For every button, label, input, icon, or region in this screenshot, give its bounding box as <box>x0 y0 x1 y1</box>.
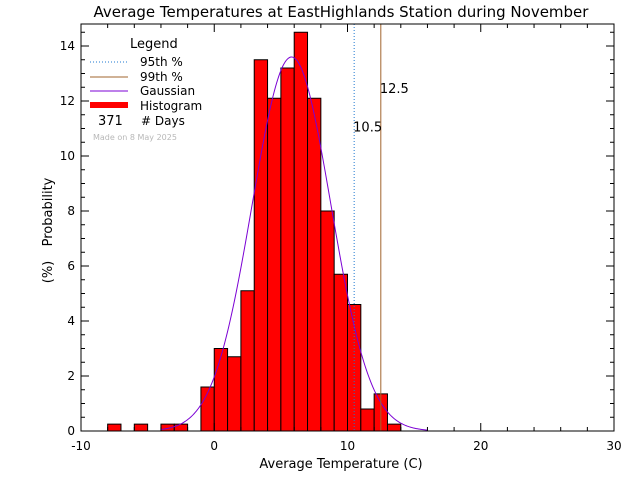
histogram-bar <box>227 356 242 432</box>
histogram-bar <box>333 273 348 432</box>
percentile-99-label: 12.5 <box>380 82 409 97</box>
legend-item-gaussian: Gaussian <box>140 84 195 98</box>
y-tick-label: 4 <box>67 314 75 328</box>
histogram-bar <box>240 290 255 432</box>
histogram-bar <box>267 97 282 432</box>
legend-item-histogram: Histogram <box>140 99 202 113</box>
histogram-bar <box>107 423 122 432</box>
y-tick-label: 6 <box>67 259 75 273</box>
x-axis-label: Average Temperature (C) <box>259 457 422 472</box>
histogram-bar <box>293 31 309 432</box>
y-axis-label-bottom: (%) <box>41 261 56 284</box>
y-tick-label: 10 <box>60 149 75 163</box>
histogram-bar <box>133 423 149 432</box>
x-axis-ticks: -10 0 10 20 30 <box>71 24 622 453</box>
histogram-bars <box>107 31 402 432</box>
gaussian-curve <box>160 56 428 431</box>
y-tick-label: 0 <box>67 424 75 438</box>
histogram-bar <box>173 423 189 432</box>
percentile-95-label: 10.5 <box>353 120 382 135</box>
histogram-bar <box>213 348 229 432</box>
histogram-bar <box>386 423 402 432</box>
legend-item-95: 95th % <box>140 55 183 69</box>
x-tick-label: 20 <box>473 439 488 453</box>
x-tick-label: 0 <box>210 439 218 453</box>
histogram-bar <box>307 97 322 432</box>
chart-title: Average Temperatures at EastHighlands St… <box>94 3 590 21</box>
x-tick-label: -10 <box>71 439 91 453</box>
y-tick-label: 2 <box>67 369 75 383</box>
legend-count: 371 <box>98 114 123 129</box>
histogram-bar <box>360 408 375 432</box>
y-tick-label: 12 <box>60 94 75 108</box>
y-axis-label-top: Probability <box>41 177 56 246</box>
legend: Legend 95th % 99th % Gaussian Histogram … <box>90 37 202 142</box>
y-axis-ticks: 0 2 4 6 8 10 12 14 <box>60 31 614 438</box>
histogram-bar <box>253 59 269 432</box>
x-tick-label: 10 <box>340 439 355 453</box>
made-on-note: Made on 8 May 2025 <box>93 133 177 142</box>
y-tick-label: 8 <box>67 204 75 218</box>
histogram-bar <box>280 67 295 432</box>
y-tick-label: 14 <box>60 39 75 53</box>
histogram-bar <box>347 304 362 432</box>
x-tick-label: 30 <box>606 439 621 453</box>
legend-item-99: 99th % <box>140 70 183 84</box>
legend-title: Legend <box>130 37 178 52</box>
legend-count-label: # Days <box>141 114 185 128</box>
histogram-bar <box>320 210 335 432</box>
